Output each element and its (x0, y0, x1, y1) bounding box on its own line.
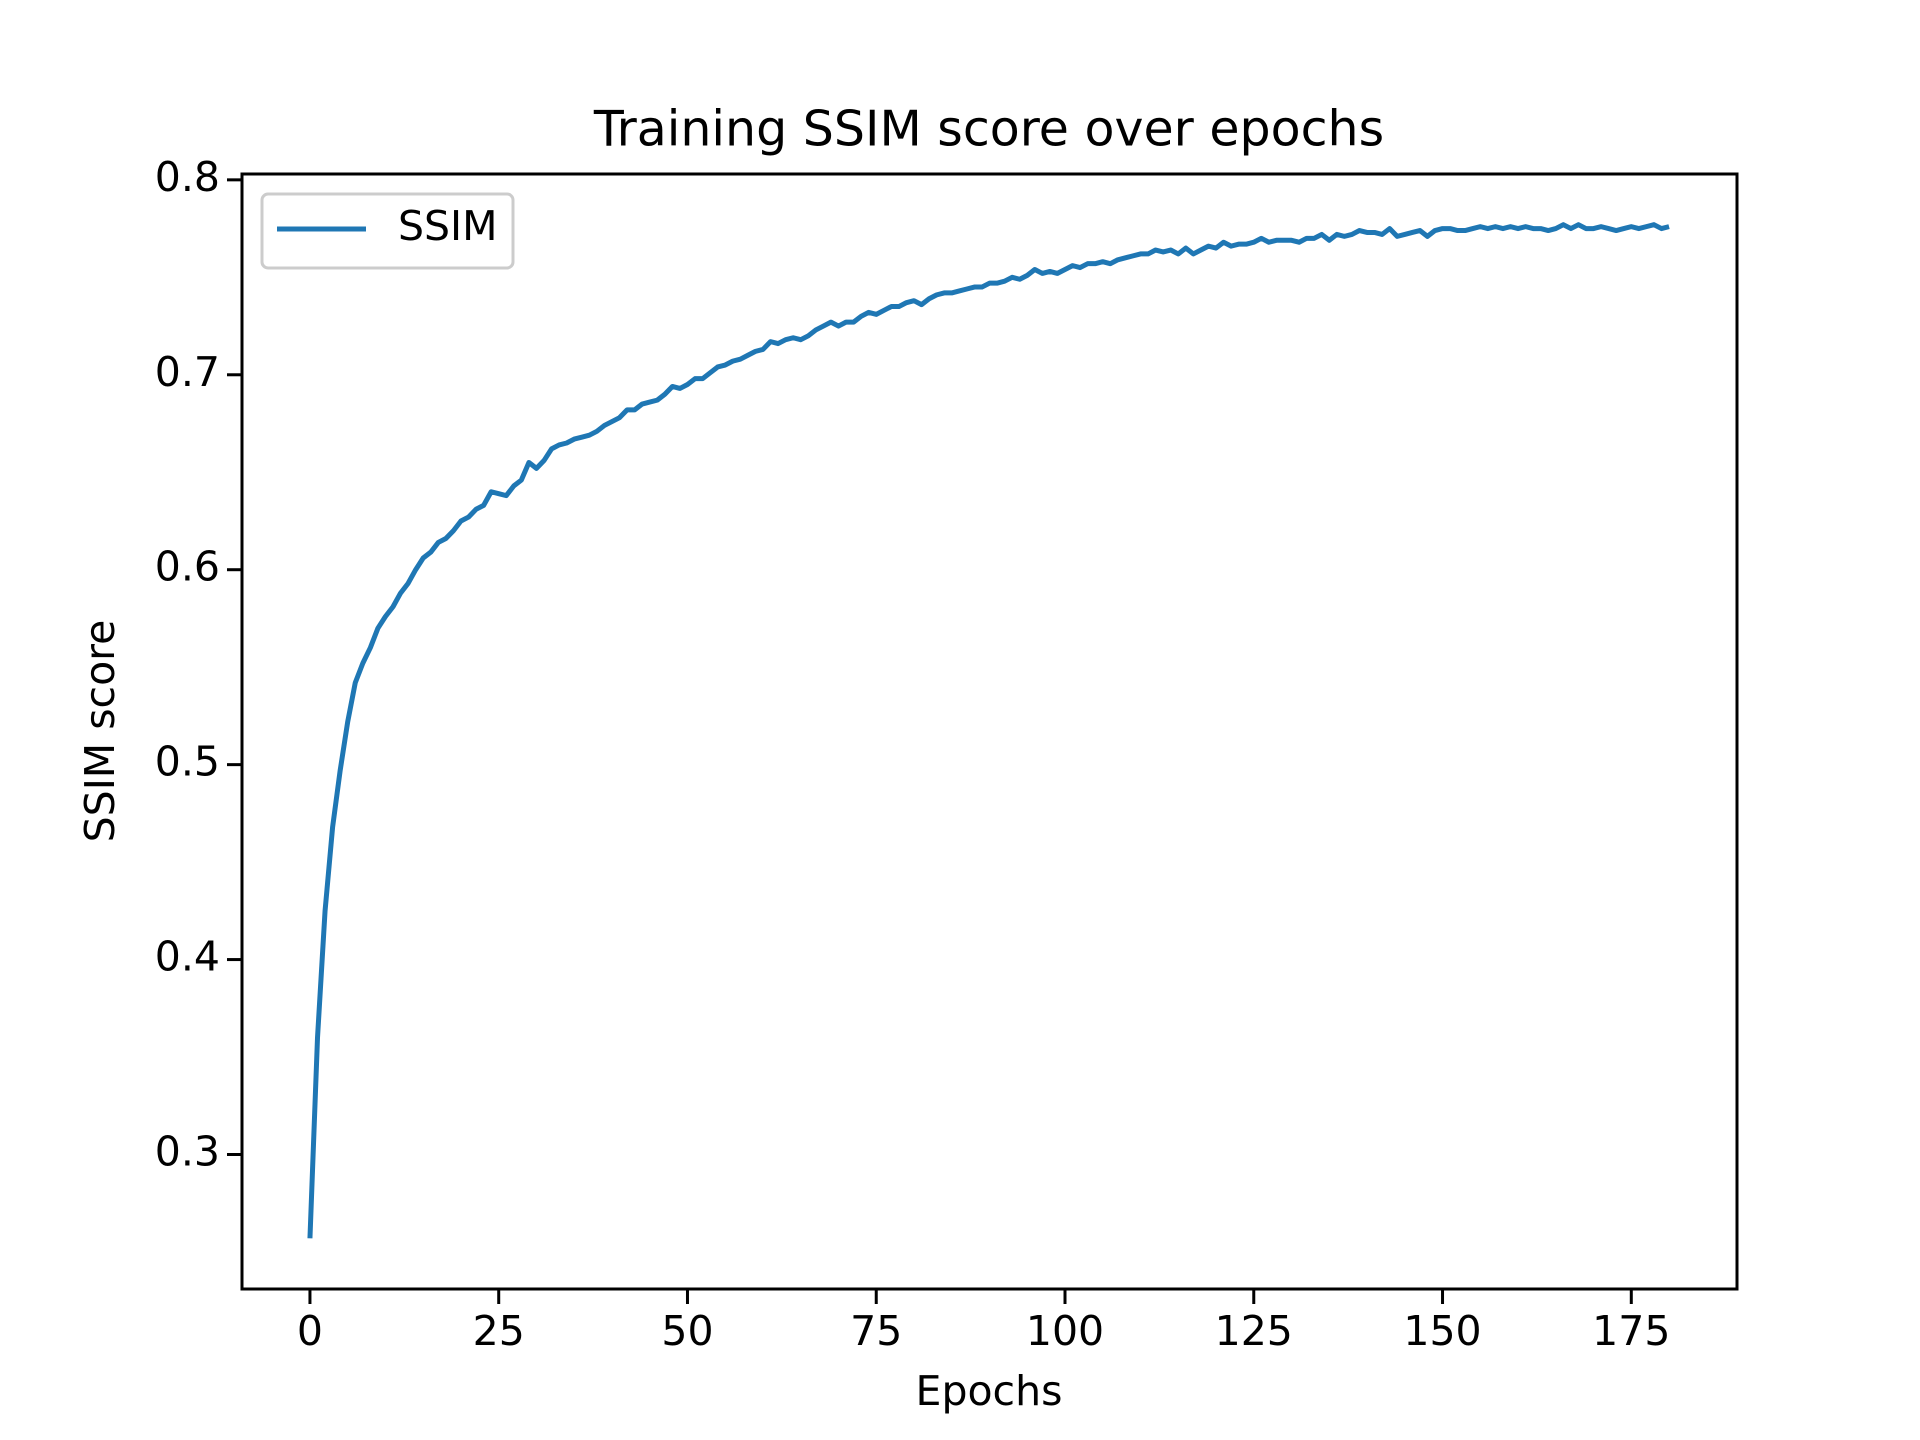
x-axis-label: Epochs (916, 1367, 1063, 1415)
chart-title: Training SSIM score over epochs (593, 101, 1384, 158)
x-tick-label: 175 (1592, 1307, 1670, 1355)
legend-box (260, 192, 515, 270)
x-tick-label: 150 (1403, 1307, 1481, 1355)
x-tick-label: 25 (473, 1307, 525, 1355)
y-axis-label: SSIM score (76, 620, 124, 843)
axes-frame (240, 172, 1739, 1291)
x-tick-label: 125 (1215, 1307, 1293, 1355)
y-tick-label: 0.4 (155, 933, 220, 981)
x-tick-label: 100 (1026, 1307, 1104, 1355)
y-tick-label: 0.3 (155, 1127, 220, 1175)
legend-label: SSIM (398, 202, 498, 250)
y-tick-label: 0.6 (155, 543, 220, 591)
x-tick-label: 75 (850, 1307, 902, 1355)
data-line (307, 222, 1670, 1239)
y-tick-label: 0.8 (155, 153, 220, 201)
y-tick-label: 0.5 (155, 738, 220, 786)
x-tick-label: 50 (661, 1307, 713, 1355)
x-tick-label: 0 (297, 1307, 323, 1355)
y-tick-label: 0.7 (155, 348, 220, 396)
